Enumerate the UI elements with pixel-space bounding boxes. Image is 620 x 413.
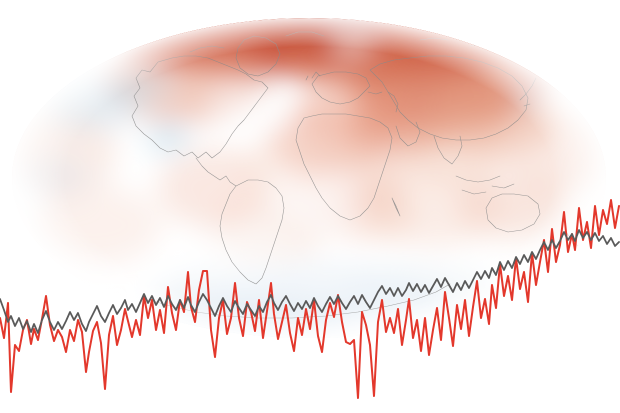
series-line-annual-anomaly: [0, 199, 620, 399]
globe-limb-fade: [12, 18, 606, 338]
globe-content-group: [12, 18, 606, 338]
series-line-smoothed-anomaly: [0, 229, 620, 334]
